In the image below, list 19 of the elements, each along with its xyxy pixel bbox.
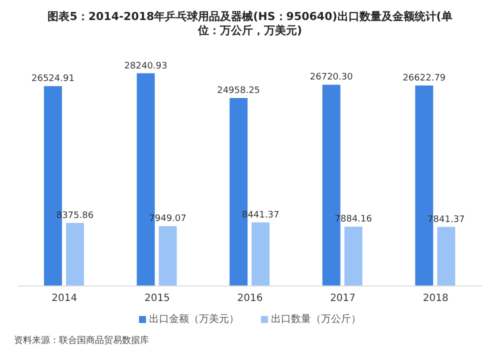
- x-tick-label: 2018: [422, 293, 448, 304]
- chart-title: 图表5：2014-2018年乒乓球用品及器械(HS：950640)出口数量及金额统计(单位：万公斤，万美元): [46, 9, 454, 38]
- x-tick-label: 2017: [330, 293, 356, 304]
- bar: [66, 222, 84, 286]
- data-label: 26622.79: [402, 73, 446, 84]
- bar: [252, 222, 270, 286]
- x-tick-label: 2015: [144, 293, 170, 304]
- data-label: 26524.91: [32, 74, 74, 84]
- data-label: 24958.25: [217, 86, 260, 96]
- data-label: 28240.93: [124, 61, 168, 72]
- x-tick-label: 2014: [52, 293, 78, 304]
- legend-label: 出口金额（万美元）: [148, 312, 239, 326]
- bar: [344, 226, 362, 286]
- bar: [437, 226, 456, 286]
- data-label: 26720.30: [310, 72, 354, 83]
- x-tick-label: 2016: [237, 293, 263, 304]
- text: 资料来源：联合国商品贸易数据库: [13, 334, 150, 347]
- bar: [158, 226, 177, 286]
- legend-label: 出口数量（万公斤）: [270, 312, 361, 326]
